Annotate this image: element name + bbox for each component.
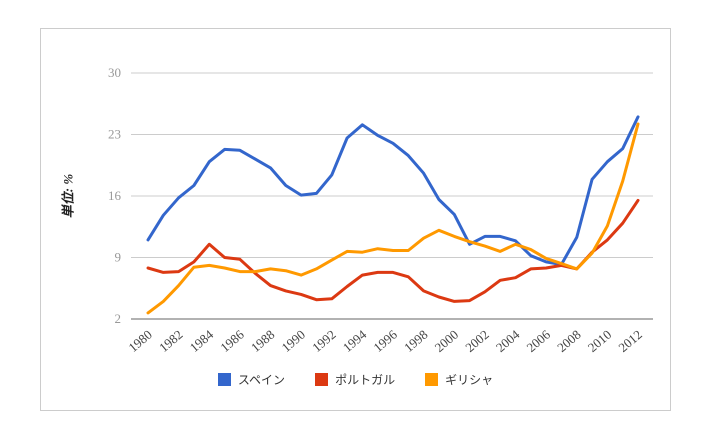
- legend-item-spain: スペイン: [217, 371, 286, 388]
- series-line-portugal: [146, 198, 640, 303]
- x-tick-label: 2000: [432, 327, 462, 355]
- x-tick-label: 2010: [585, 327, 615, 355]
- y-tick-label: 9: [115, 250, 122, 265]
- legend-swatch-greece: [425, 373, 439, 386]
- legend-label-greece: ギリシャ: [445, 373, 494, 387]
- legend-swatch-portugal: [315, 373, 329, 386]
- legend-item-portugal: ポルトガル: [315, 371, 395, 388]
- x-tick-label: 2008: [554, 327, 584, 355]
- x-tick-label: 1990: [278, 327, 308, 355]
- x-tick-label: 1994: [340, 326, 370, 355]
- y-tick-label: 30: [108, 65, 121, 80]
- x-tick-label: 1984: [187, 326, 217, 355]
- line-chart: 2 9 16 23 30 1980 1982 1984 1986 1988 1990 1992 1994…: [108, 65, 653, 355]
- chart-frame: 2 9 16 23 30 1980 1982 1984 1986 1988 1990 1992 1994…: [40, 28, 671, 411]
- x-tick-label: 2004: [493, 326, 523, 355]
- x-tick-label: 1986: [217, 326, 247, 355]
- legend: スペイン ポルトガル ギリシャ: [41, 371, 670, 388]
- legend-item-greece: ギリシャ: [425, 371, 493, 388]
- legend-label-spain: スペイン: [237, 373, 286, 387]
- y-tick-label: 2: [115, 311, 122, 326]
- series-line-spain: [146, 115, 640, 266]
- y-tick-label: 23: [108, 127, 121, 142]
- x-tick-label: 2006: [523, 326, 553, 355]
- x-tick-label: 1980: [125, 327, 155, 355]
- y-axis-label: 単位: %: [60, 173, 76, 219]
- legend-label-portugal: ポルトガル: [335, 373, 396, 387]
- x-tick-label: 1988: [248, 327, 278, 355]
- x-tick-label: 1982: [156, 327, 186, 355]
- x-tick-label: 1992: [309, 327, 339, 355]
- series-line-greece: [146, 122, 640, 315]
- x-tick-label: 1996: [370, 326, 400, 355]
- legend-swatch-spain: [217, 373, 231, 386]
- x-tick-label: 2002: [462, 327, 492, 355]
- x-tick-label: 1998: [401, 327, 431, 355]
- x-tick-label: 2012: [615, 327, 645, 355]
- y-tick-label: 16: [108, 188, 122, 203]
